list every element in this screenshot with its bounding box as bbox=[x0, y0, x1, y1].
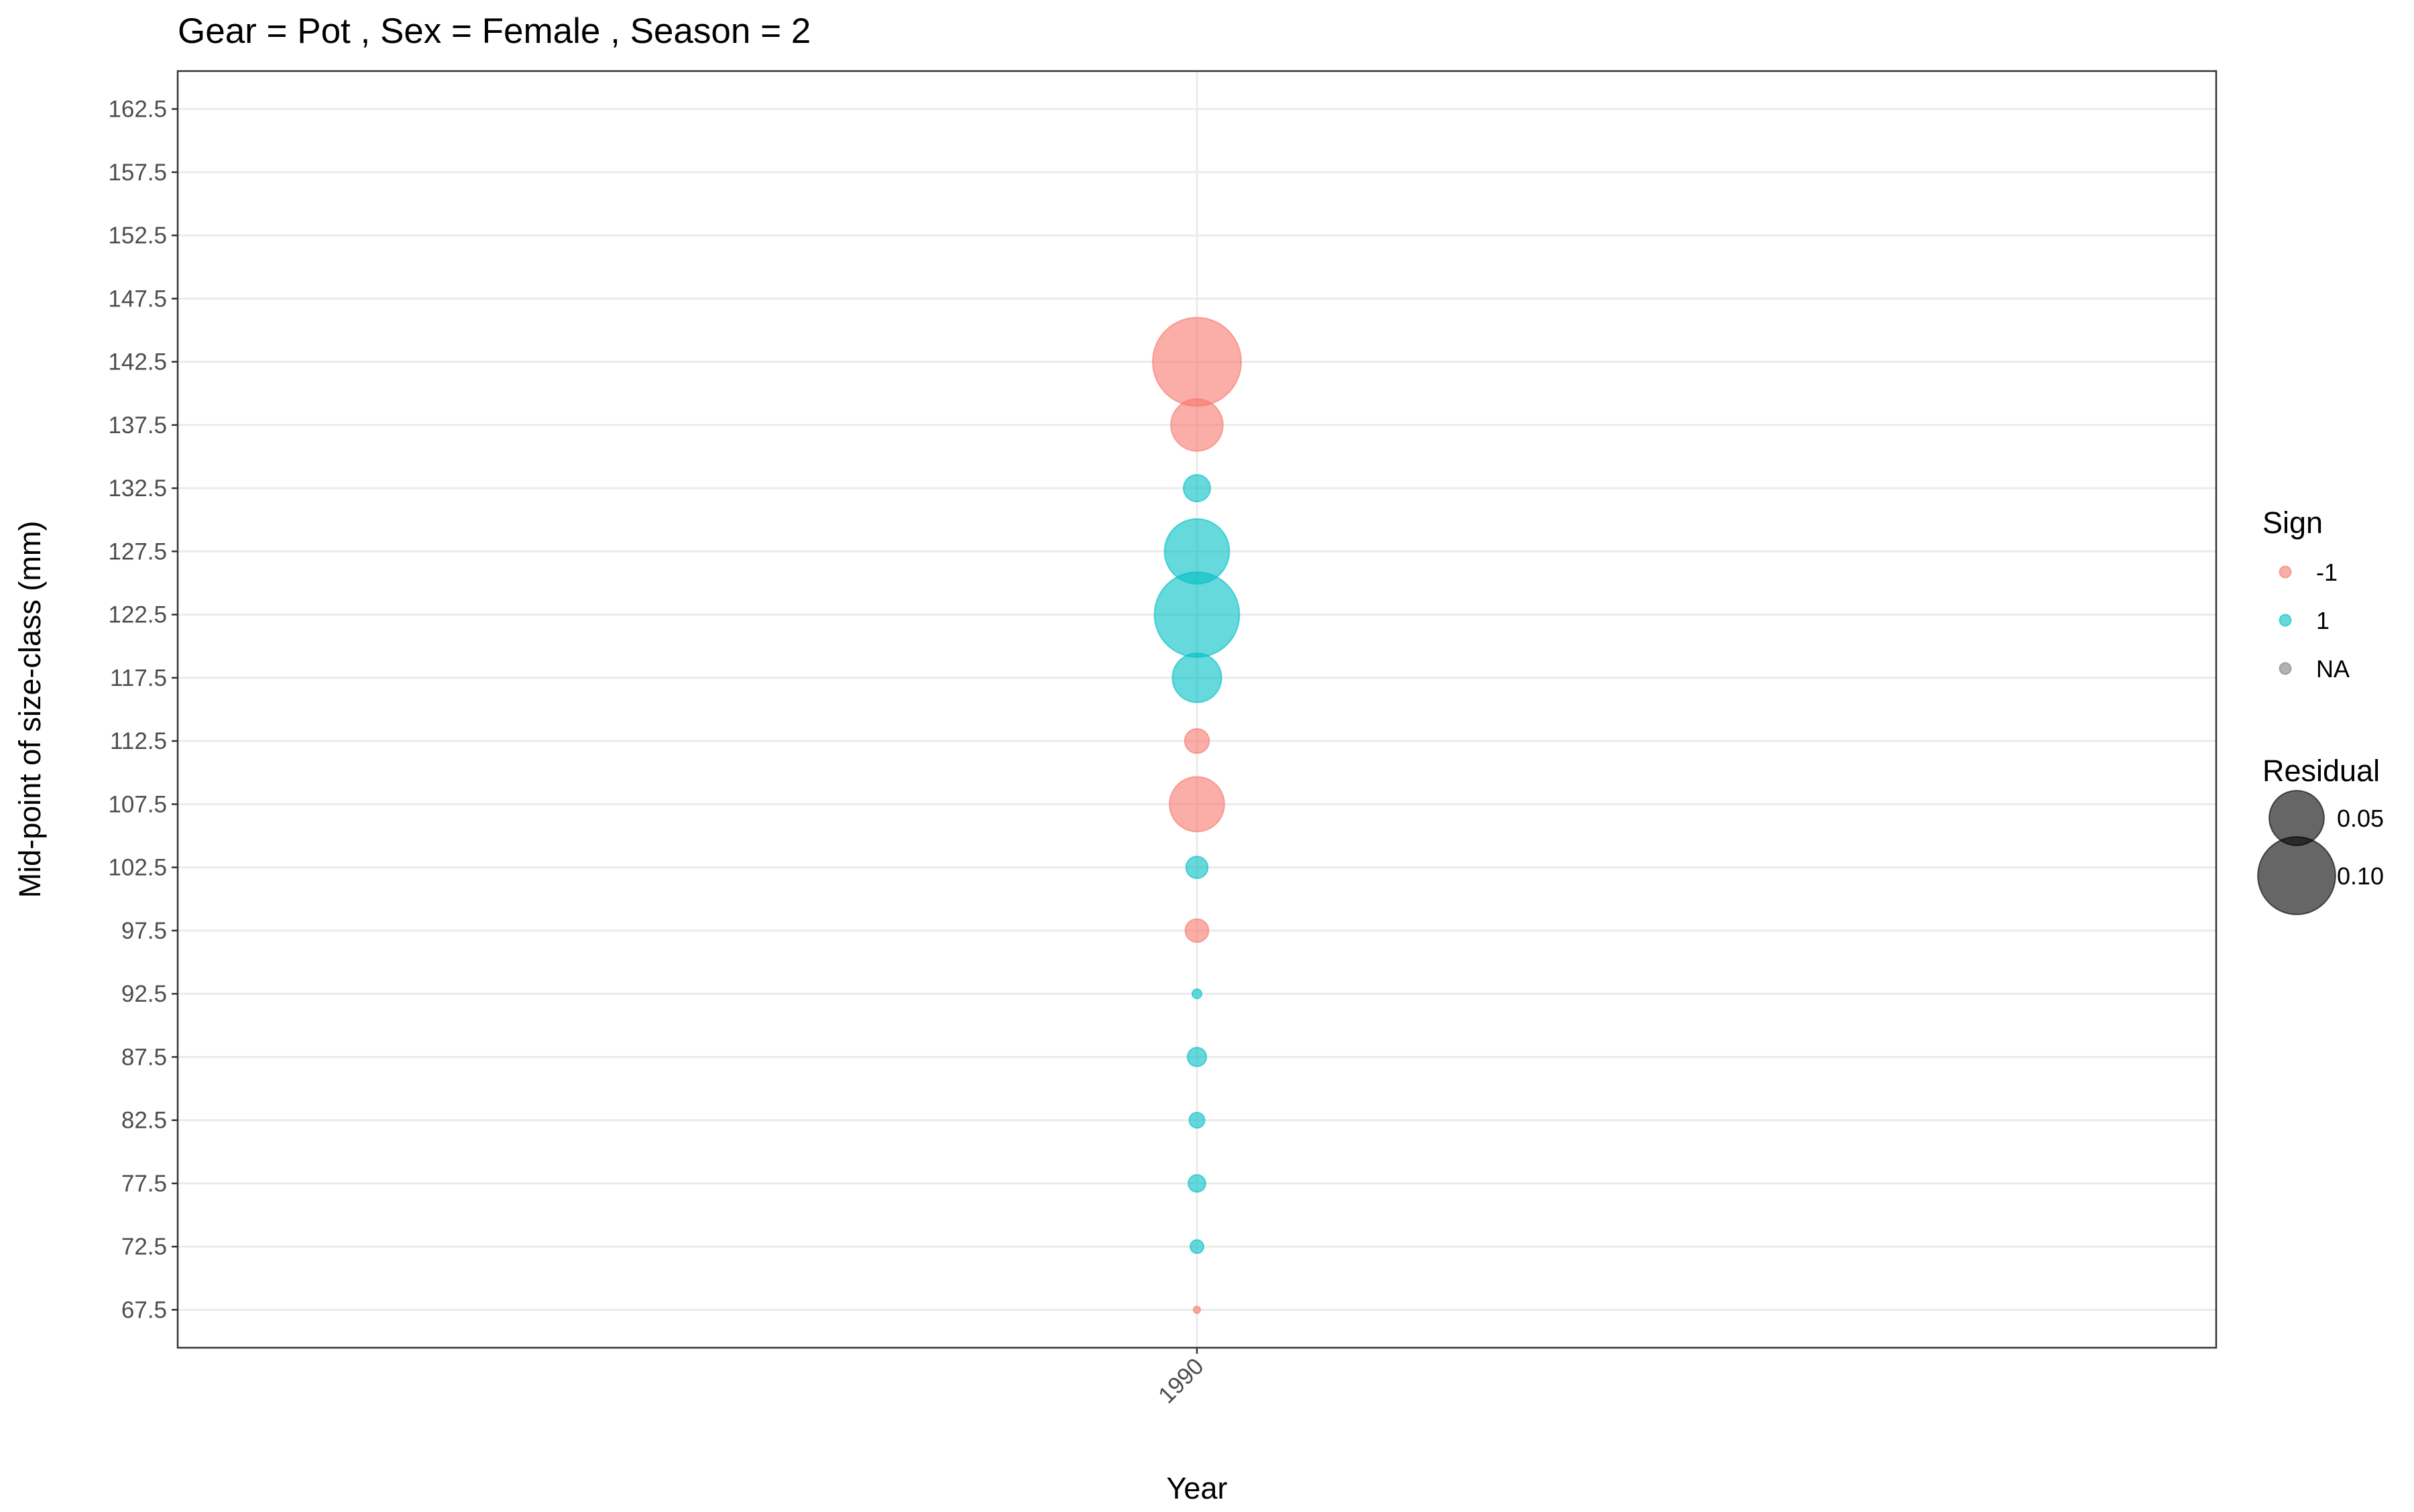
y-tick-label: 117.5 bbox=[110, 665, 167, 691]
y-tick-label: 132.5 bbox=[108, 475, 167, 502]
data-point bbox=[1188, 1112, 1206, 1129]
y-tick-label: 152.5 bbox=[108, 223, 167, 249]
data-point bbox=[1184, 918, 1210, 943]
legend-residual-title: Residual bbox=[2262, 754, 2380, 788]
y-tick-label: 102.5 bbox=[108, 855, 167, 881]
y-tick-label: 127.5 bbox=[108, 538, 167, 565]
legend-size-label: 0.10 bbox=[2337, 862, 2384, 890]
data-point bbox=[1186, 1047, 1208, 1067]
y-tick-label: 77.5 bbox=[121, 1171, 167, 1197]
chart-title: Gear = Pot , Sex = Female , Season = 2 bbox=[178, 11, 811, 51]
legend-sign-key bbox=[2279, 565, 2292, 579]
data-point bbox=[1170, 398, 1224, 452]
y-tick-label: 82.5 bbox=[121, 1108, 167, 1134]
y-tick-label: 97.5 bbox=[121, 918, 167, 944]
legend-size-key bbox=[2257, 836, 2336, 915]
data-point bbox=[1188, 1173, 1206, 1193]
legend-size-label: 0.05 bbox=[2337, 805, 2384, 832]
data-point bbox=[1152, 316, 1242, 407]
data-point bbox=[1185, 856, 1209, 880]
y-axis: 67.5 72.5 77.5 82.5 87.5 92.5 97.5 102.5 107.5 11… bbox=[108, 97, 178, 1323]
data-point bbox=[1171, 652, 1222, 703]
y-tick-label: 147.5 bbox=[108, 286, 167, 312]
legend-sign-label: 1 bbox=[2316, 607, 2330, 634]
data-point bbox=[1192, 1305, 1202, 1314]
plot-panel bbox=[176, 70, 2218, 1349]
y-tick-label: 142.5 bbox=[108, 349, 167, 375]
data-point bbox=[1169, 776, 1225, 833]
y-tick-label: 162.5 bbox=[108, 97, 167, 123]
y-tick-label: 87.5 bbox=[121, 1044, 167, 1070]
legend-sign-title: Sign bbox=[2262, 506, 2323, 540]
y-tick-label: 92.5 bbox=[121, 981, 167, 1007]
y-tick-label: 112.5 bbox=[110, 728, 167, 754]
data-point bbox=[1191, 988, 1203, 1000]
y-tick-label: 137.5 bbox=[108, 412, 167, 439]
legend-size-entries: 0.05 0.10 bbox=[2257, 790, 2384, 915]
y-tick-label: 157.5 bbox=[108, 160, 167, 186]
data-point bbox=[1189, 1239, 1205, 1255]
data-point bbox=[1153, 571, 1241, 658]
legend-sign-entries: -1 1 NA bbox=[2279, 559, 2350, 683]
y-tick-label: 72.5 bbox=[121, 1234, 167, 1260]
y-tick-label: 67.5 bbox=[121, 1297, 167, 1323]
legend: Sign -1 1 NA Residual 0.05 0.10 bbox=[2257, 506, 2384, 915]
legend-sign-key bbox=[2279, 662, 2292, 675]
y-tick-label: 107.5 bbox=[108, 791, 167, 817]
legend-sign-label: -1 bbox=[2316, 559, 2338, 586]
legend-sign-key bbox=[2279, 614, 2292, 627]
legend-sign-label: NA bbox=[2316, 655, 2350, 683]
data-point bbox=[1182, 474, 1212, 503]
x-axis-title: Year bbox=[1167, 1471, 1228, 1505]
y-axis-title: Mid-point of size-class (mm) bbox=[13, 521, 47, 898]
data-points bbox=[1152, 316, 1242, 1314]
y-tick-label: 122.5 bbox=[108, 602, 167, 628]
data-point bbox=[1184, 728, 1210, 754]
